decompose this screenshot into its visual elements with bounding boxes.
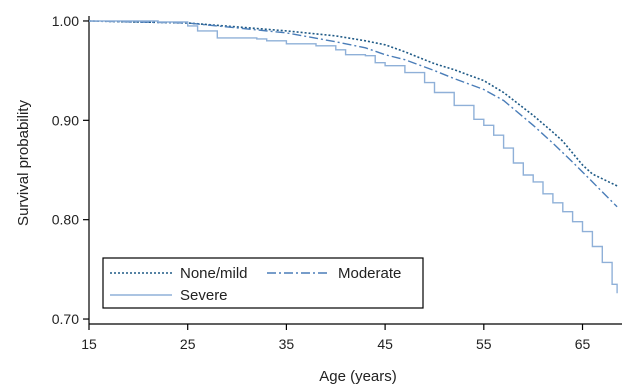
legend-label-moderate: Moderate [338, 265, 401, 282]
legend-label-none-mild: None/mild [180, 265, 248, 282]
x-tick-label: 35 [279, 336, 295, 352]
legend-label-severe: Severe [180, 287, 228, 304]
x-tick-label: 15 [81, 336, 97, 352]
x-tick-label: 25 [180, 336, 196, 352]
x-tick-label: 55 [476, 336, 492, 352]
legend-box [102, 257, 424, 309]
y-tick-label: 0.80 [52, 212, 79, 228]
y-tick-label: 0.70 [52, 311, 79, 327]
y-axis-title: Survival probability [15, 100, 32, 226]
tick-labels: 15 25 35 45 55 65 0.70 0.80 0.90 1.00 [52, 13, 591, 352]
series-lines [88, 20, 618, 294]
axes [83, 16, 622, 330]
legend: None/mild Moderate Severe [102, 257, 424, 309]
x-axis-title: Age (years) [319, 368, 397, 385]
x-tick-label: 45 [377, 336, 393, 352]
series-line-moderate [88, 20, 618, 208]
y-tick-label: 0.90 [52, 112, 79, 128]
series-line-severe [89, 20, 618, 294]
y-tick-label: 1.00 [52, 13, 79, 29]
x-tick-label: 65 [575, 336, 591, 352]
series-line-none-mild [88, 20, 618, 187]
